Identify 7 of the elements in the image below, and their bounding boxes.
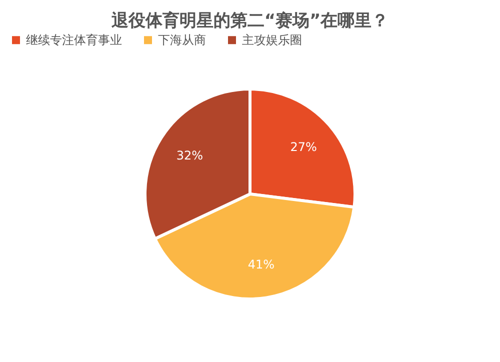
chart-title: 退役体育明星的第二“赛场”在哪里？ xyxy=(110,10,389,31)
legend-label: 主攻娱乐圈 xyxy=(242,33,302,48)
data-label: 41% xyxy=(248,258,275,272)
legend-label: 下海从商 xyxy=(158,33,206,48)
data-label: 32% xyxy=(176,148,204,163)
legend-label: 继续专注体育事业 xyxy=(26,33,122,48)
data-label: 27% xyxy=(290,140,317,154)
